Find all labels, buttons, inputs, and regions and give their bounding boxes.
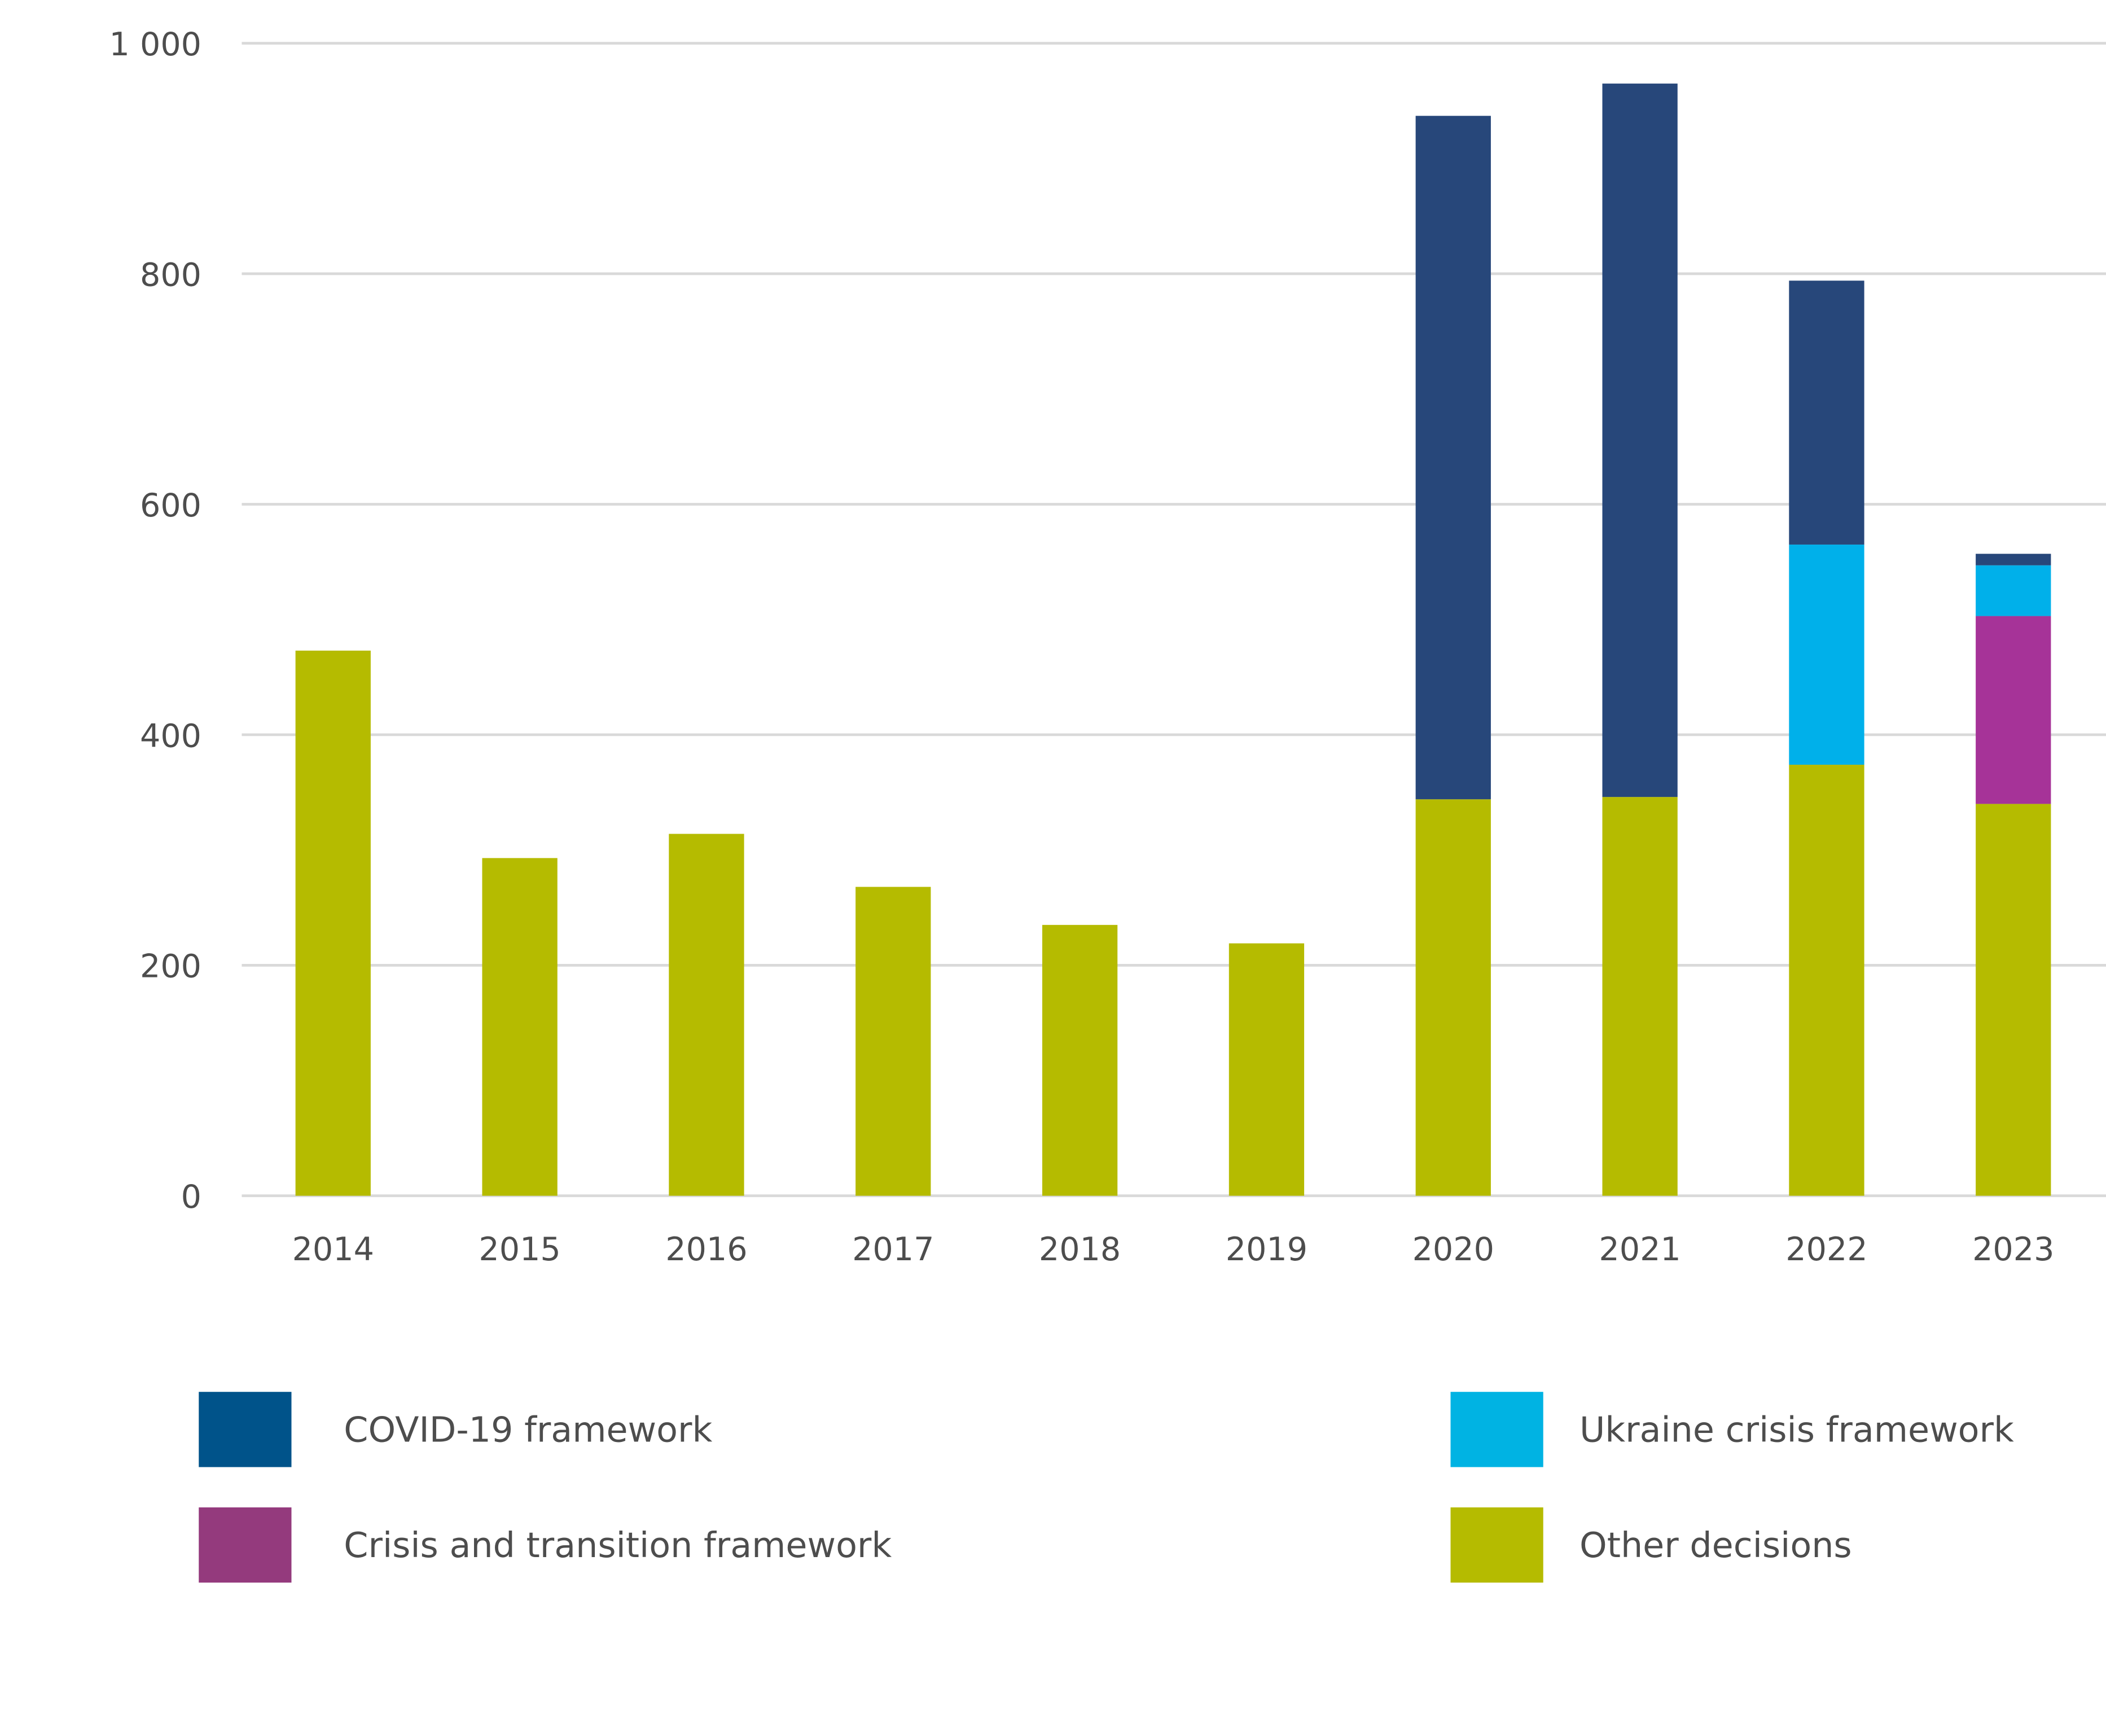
bar-segment — [1415, 799, 1491, 1196]
legend-swatch — [1450, 1507, 1543, 1583]
y-tick-label: 400 — [140, 717, 201, 755]
bar-segment — [669, 834, 744, 1196]
y-tick-label: 200 — [140, 948, 201, 985]
bar-segment — [1789, 764, 1864, 1196]
x-tick-label: 2019 — [1226, 1231, 1308, 1268]
bar-segment — [1976, 616, 2051, 804]
legend-item: Crisis and transition framework — [199, 1507, 892, 1583]
legend-swatch — [199, 1392, 292, 1467]
bar-segment — [1415, 116, 1491, 800]
bar-segment — [1228, 943, 1305, 1196]
bar-segment — [1602, 797, 1678, 1196]
y-tick-label: 1 000 — [109, 26, 202, 63]
x-tick-label: 2016 — [665, 1231, 747, 1268]
bar-segment — [855, 887, 931, 1196]
x-tick-label: 2015 — [479, 1231, 560, 1268]
bar-segment — [295, 650, 371, 1196]
bar-segment — [1042, 924, 1118, 1196]
legend-item: Other decisions — [1450, 1507, 1852, 1583]
x-tick-label: 2020 — [1412, 1231, 1494, 1268]
legend-swatch — [1450, 1392, 1543, 1467]
bar-segment — [1602, 84, 1678, 797]
bar-segment — [1789, 280, 1864, 545]
legend-item: COVID-19 framework — [199, 1392, 712, 1467]
y-tick-label: 800 — [140, 256, 201, 293]
x-tick-label: 2018 — [1039, 1231, 1121, 1268]
legend-label: Ukraine crisis framework — [1580, 1409, 2014, 1450]
bar-segment — [482, 858, 558, 1196]
x-tick-label: 2014 — [292, 1231, 374, 1268]
bar-segment — [1976, 804, 2051, 1196]
bar-segment — [1789, 544, 1864, 765]
legend-label: Crisis and transition framework — [344, 1525, 892, 1566]
x-tick-label: 2022 — [1785, 1231, 1867, 1268]
bar-segment — [1976, 554, 2051, 565]
x-tick-label: 2021 — [1599, 1231, 1681, 1268]
legend-label: Other decisions — [1580, 1525, 1852, 1566]
x-tick-label: 2017 — [852, 1231, 934, 1268]
legend-swatch — [199, 1507, 292, 1583]
y-tick-label: 0 — [181, 1178, 201, 1216]
legend-label: COVID-19 framework — [344, 1409, 712, 1450]
legend-item: Ukraine crisis framework — [1450, 1392, 2014, 1467]
bar-segment — [1976, 565, 2051, 616]
x-tick-label: 2023 — [1972, 1231, 2054, 1268]
y-tick-label: 600 — [140, 487, 201, 524]
